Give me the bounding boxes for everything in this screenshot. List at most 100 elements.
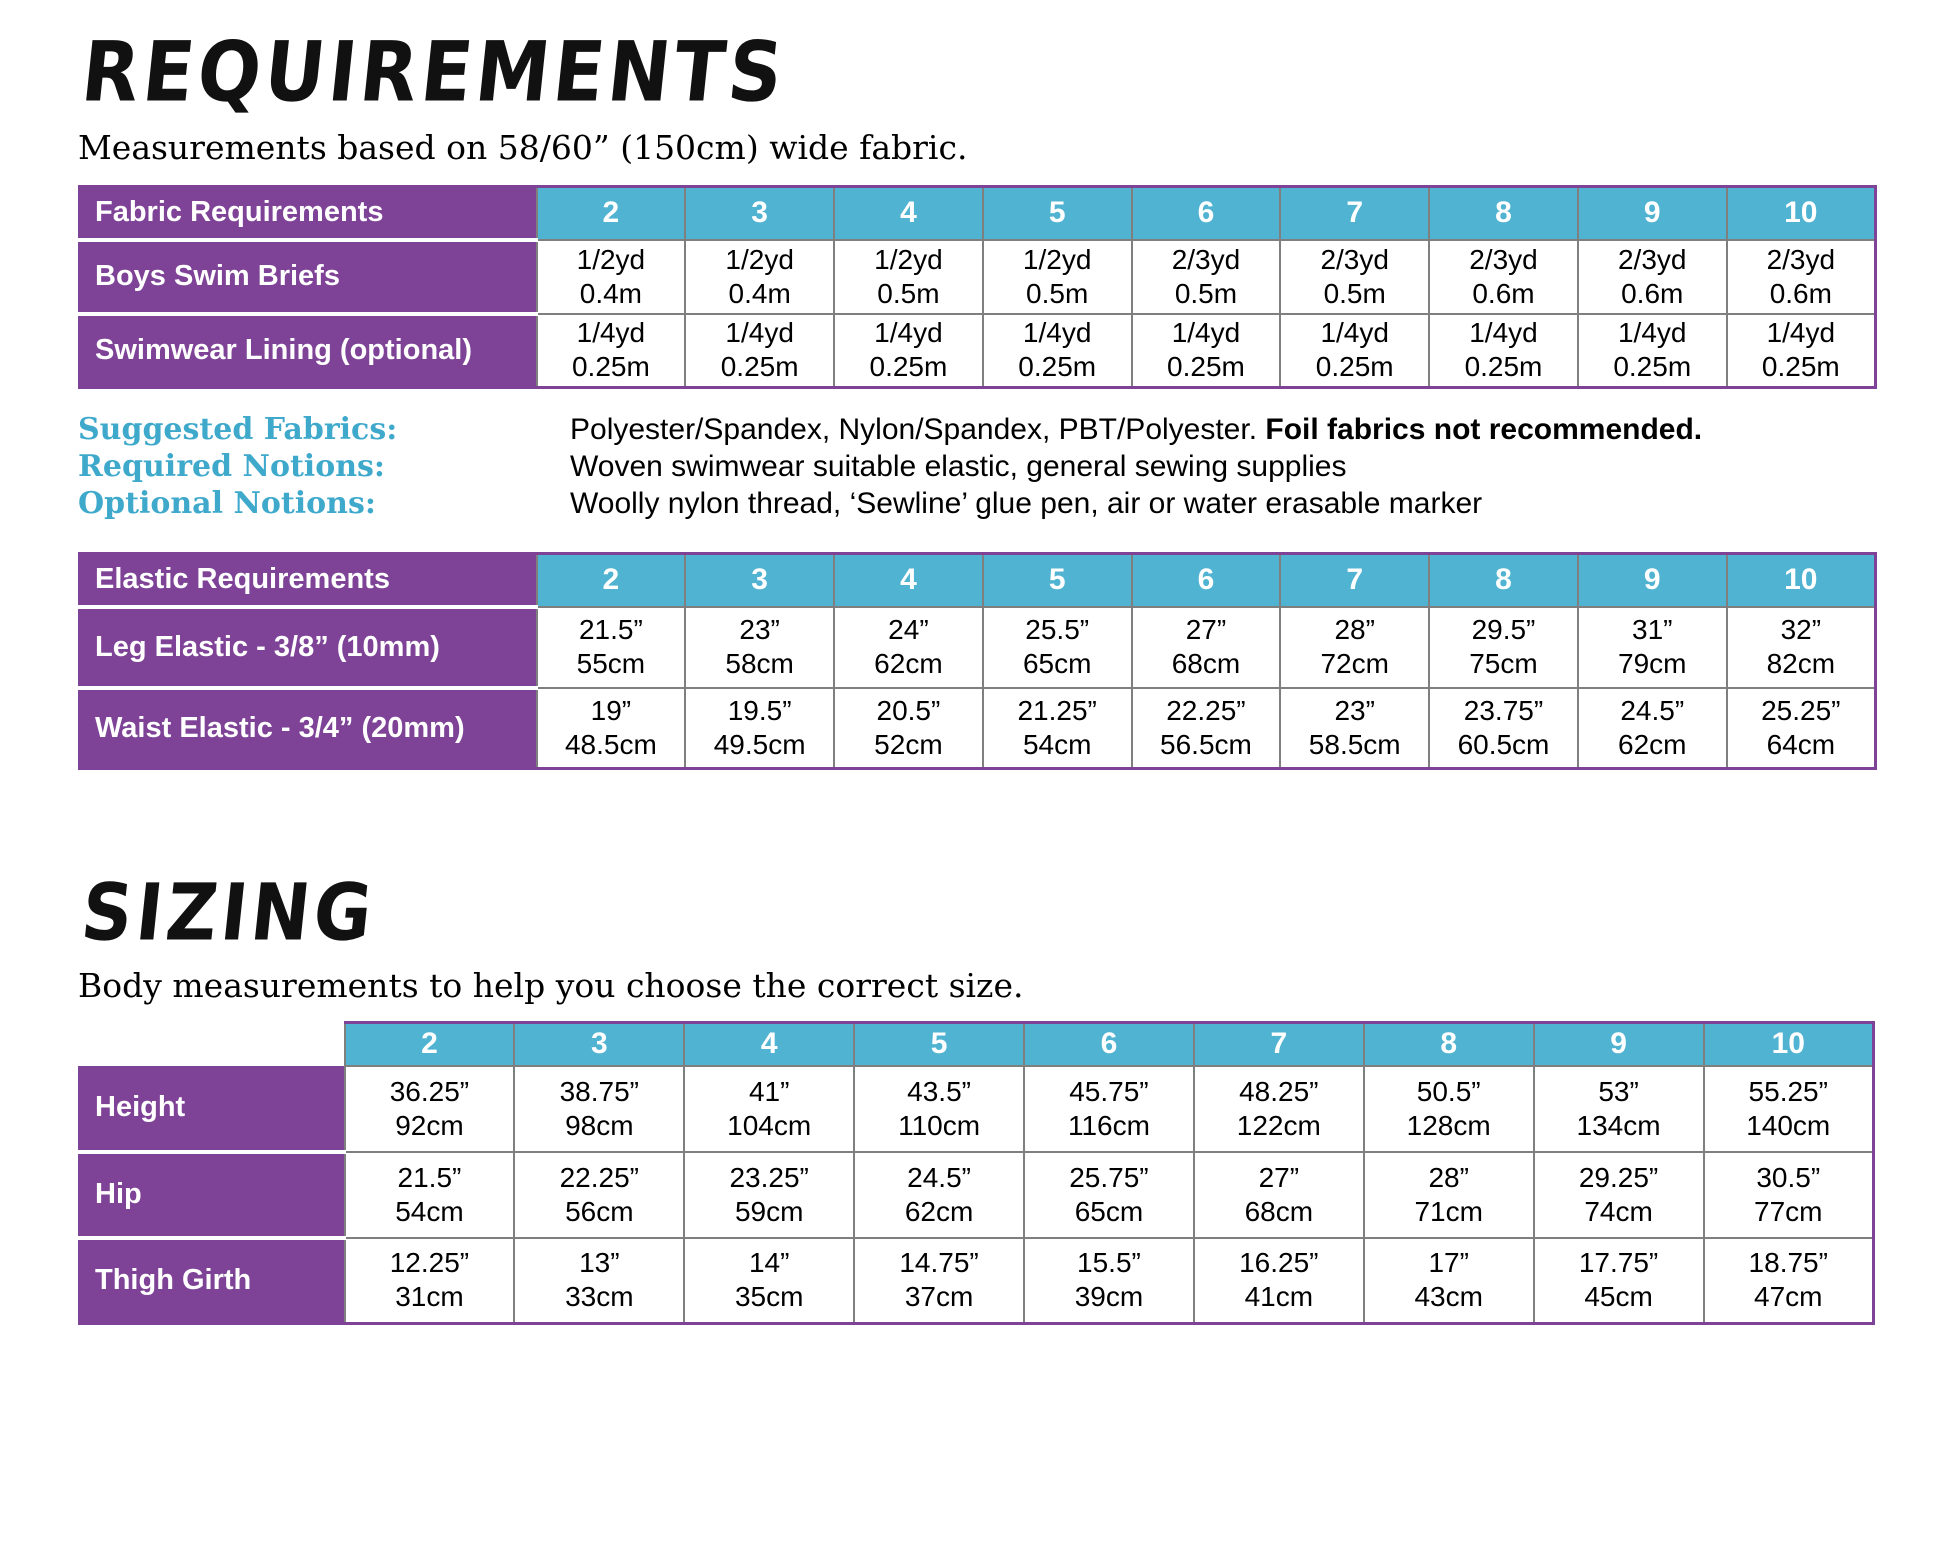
size-column-header: 2: [343, 1021, 516, 1067]
measurement-cell: 31” 79cm: [1576, 605, 1728, 689]
metric-value: 65cm: [1022, 648, 1092, 679]
table-row: Swimwear Lining (optional) 1/4yd 0.25m 1/4y…: [79, 312, 1877, 389]
measurement-cell: 23.25” 59cm: [683, 1150, 856, 1239]
imperial-value: 1/4yd: [1469, 317, 1538, 349]
measurement-cell: 23” 58cm: [684, 605, 836, 689]
imperial-value: 1/4yd: [725, 317, 794, 349]
imperial-value: 16.25”: [1239, 1247, 1319, 1279]
size-column-header: 6: [1130, 552, 1282, 608]
metric-value: 56.5cm: [1160, 728, 1252, 760]
imperial-value: 25.75”: [1069, 1161, 1149, 1193]
size-column-header: 10: [1725, 185, 1877, 241]
imperial-value: 12.25”: [389, 1247, 470, 1279]
metric-value: 75cm: [1469, 648, 1538, 679]
notions-list: Suggested Fabrics: Polyester/Spandex, Ny…: [78, 411, 1890, 522]
metric-value: 55cm: [576, 648, 646, 679]
suggested-fabrics-row: Suggested Fabrics: Polyester/Spandex, Ny…: [78, 411, 1890, 448]
imperial-value: 32”: [1780, 614, 1822, 645]
size-column-header: 4: [833, 552, 984, 608]
size-column-header: 3: [513, 1021, 686, 1067]
measurement-cell: 55.25” 140cm: [1702, 1064, 1875, 1153]
metric-value: 60.5cm: [1457, 728, 1550, 760]
size-column-header: 4: [683, 1021, 856, 1067]
imperial-value: 21.5”: [578, 614, 643, 645]
measurement-cell: 25.25” 64cm: [1725, 686, 1877, 770]
size-column-header: 5: [981, 185, 1133, 241]
measurement-cell: 24” 62cm: [833, 605, 984, 689]
imperial-value: 41”: [748, 1075, 790, 1107]
measurement-cell: 25.75” 65cm: [1023, 1150, 1195, 1239]
metric-value: 49.5cm: [713, 728, 806, 760]
imperial-value: 23”: [739, 614, 780, 645]
imperial-value: 29.25”: [1578, 1161, 1659, 1193]
metric-value: 0.6m: [1472, 277, 1535, 309]
sizing-section: SIZING Body measurements to help you cho…: [77, 867, 1890, 1325]
metric-value: 0.25m: [571, 351, 650, 383]
requirements-subtitle: Measurements based on 58/60” (150cm) wid…: [78, 128, 968, 167]
fabric-requirements-table: Fabric Requirements 2 3 4 5 6 7 8 9 10 Boys Swim…: [78, 185, 1877, 389]
metric-value: 65cm: [1074, 1195, 1144, 1227]
imperial-value: 2/3yd: [1766, 243, 1836, 275]
imperial-value: 21.5”: [397, 1161, 462, 1193]
metric-value: 74cm: [1584, 1195, 1653, 1227]
metric-value: 110cm: [898, 1109, 981, 1141]
size-column-header: 6: [1130, 185, 1282, 241]
measurement-cell: 1/4yd 0.25m: [1130, 312, 1282, 389]
imperial-value: 15.5”: [1077, 1247, 1141, 1279]
table-row: Waist Elastic - 3/4” (20mm) 19” 48.5cm 19.5…: [79, 686, 1877, 770]
requirements-section: REQUIREMENTS Measurements based on 58/60…: [77, 24, 1890, 770]
metric-value: 140cm: [1746, 1109, 1831, 1141]
metric-value: 52cm: [874, 728, 943, 760]
metric-value: 82cm: [1766, 648, 1836, 679]
metric-value: 122cm: [1236, 1109, 1321, 1141]
metric-value: 0.25m: [1167, 351, 1245, 383]
measurement-cell: 30.5” 77cm: [1702, 1150, 1875, 1239]
measurement-cell: 1/4yd 0.25m: [1576, 312, 1728, 389]
imperial-value: 1/4yd: [1171, 317, 1241, 349]
metric-value: 0.4m: [728, 277, 791, 309]
imperial-value: 23.25”: [729, 1161, 809, 1193]
metric-value: 79cm: [1618, 648, 1687, 679]
imperial-value: 27”: [1258, 1161, 1300, 1193]
measurement-cell: 16.25” 41cm: [1192, 1236, 1365, 1325]
metric-value: 0.25m: [1761, 351, 1840, 383]
imperial-value: 27”: [1185, 614, 1227, 645]
metric-value: 41cm: [1244, 1281, 1314, 1313]
measurement-cell: 1/4yd 0.25m: [1428, 312, 1579, 389]
notion-text: Woven swimwear suitable elastic, general…: [570, 448, 1346, 485]
size-column-header: 2: [535, 552, 687, 608]
imperial-value: 2/3yd: [1320, 243, 1389, 275]
size-column-header: 8: [1362, 1021, 1535, 1067]
measurement-cell: 24.5” 62cm: [1576, 686, 1728, 770]
metric-value: 116cm: [1067, 1109, 1150, 1141]
metric-value: 56cm: [565, 1195, 634, 1227]
size-column-header: 9: [1532, 1021, 1705, 1067]
imperial-value: 24”: [888, 614, 929, 645]
body-measurements-table: 2 3 4 5 6 7 8 9 10 Height 36.25” 92cm 38.75” 98cm 41”…: [78, 1021, 1875, 1325]
metric-value: 0.5m: [877, 277, 940, 309]
measurement-cell: 28” 71cm: [1362, 1150, 1535, 1239]
metric-value: 128cm: [1406, 1109, 1491, 1141]
metric-value: 0.4m: [579, 277, 642, 309]
measurement-cell: 15.5” 39cm: [1023, 1236, 1195, 1325]
measurement-cell: 45.75” 116cm: [1023, 1064, 1195, 1153]
measurement-cell: 18.75” 47cm: [1702, 1236, 1875, 1325]
size-header-row: Fabric Requirements 2 3 4 5 6 7 8 9 10: [79, 185, 1877, 242]
size-column-header: 6: [1023, 1021, 1195, 1067]
measurement-cell: 2/3yd 0.6m: [1725, 238, 1877, 315]
size-column-header: 9: [1576, 185, 1728, 241]
metric-value: 58.5cm: [1308, 728, 1401, 760]
measurement-cell: 1/2yd 0.4m: [535, 238, 687, 315]
imperial-value: 2/3yd: [1469, 243, 1538, 275]
imperial-value: 1/4yd: [1617, 317, 1687, 349]
imperial-value: 1/4yd: [874, 317, 943, 349]
measurement-cell: 13” 33cm: [513, 1236, 686, 1325]
metric-value: 54cm: [395, 1195, 464, 1227]
imperial-value: 38.75”: [559, 1075, 640, 1107]
table-row: Hip 21.5” 54cm 22.25” 56cm 23.25” 59cm 24.5” 62c…: [78, 1150, 1875, 1240]
notion-text: Polyester/Spandex, Nylon/Spandex, PBT/Po…: [570, 411, 1702, 448]
requirements-title: REQUIREMENTS: [77, 24, 791, 121]
measurement-cell: 41” 104cm: [683, 1064, 856, 1153]
metric-value: 0.25m: [1613, 351, 1692, 383]
metric-value: 64cm: [1766, 728, 1836, 760]
